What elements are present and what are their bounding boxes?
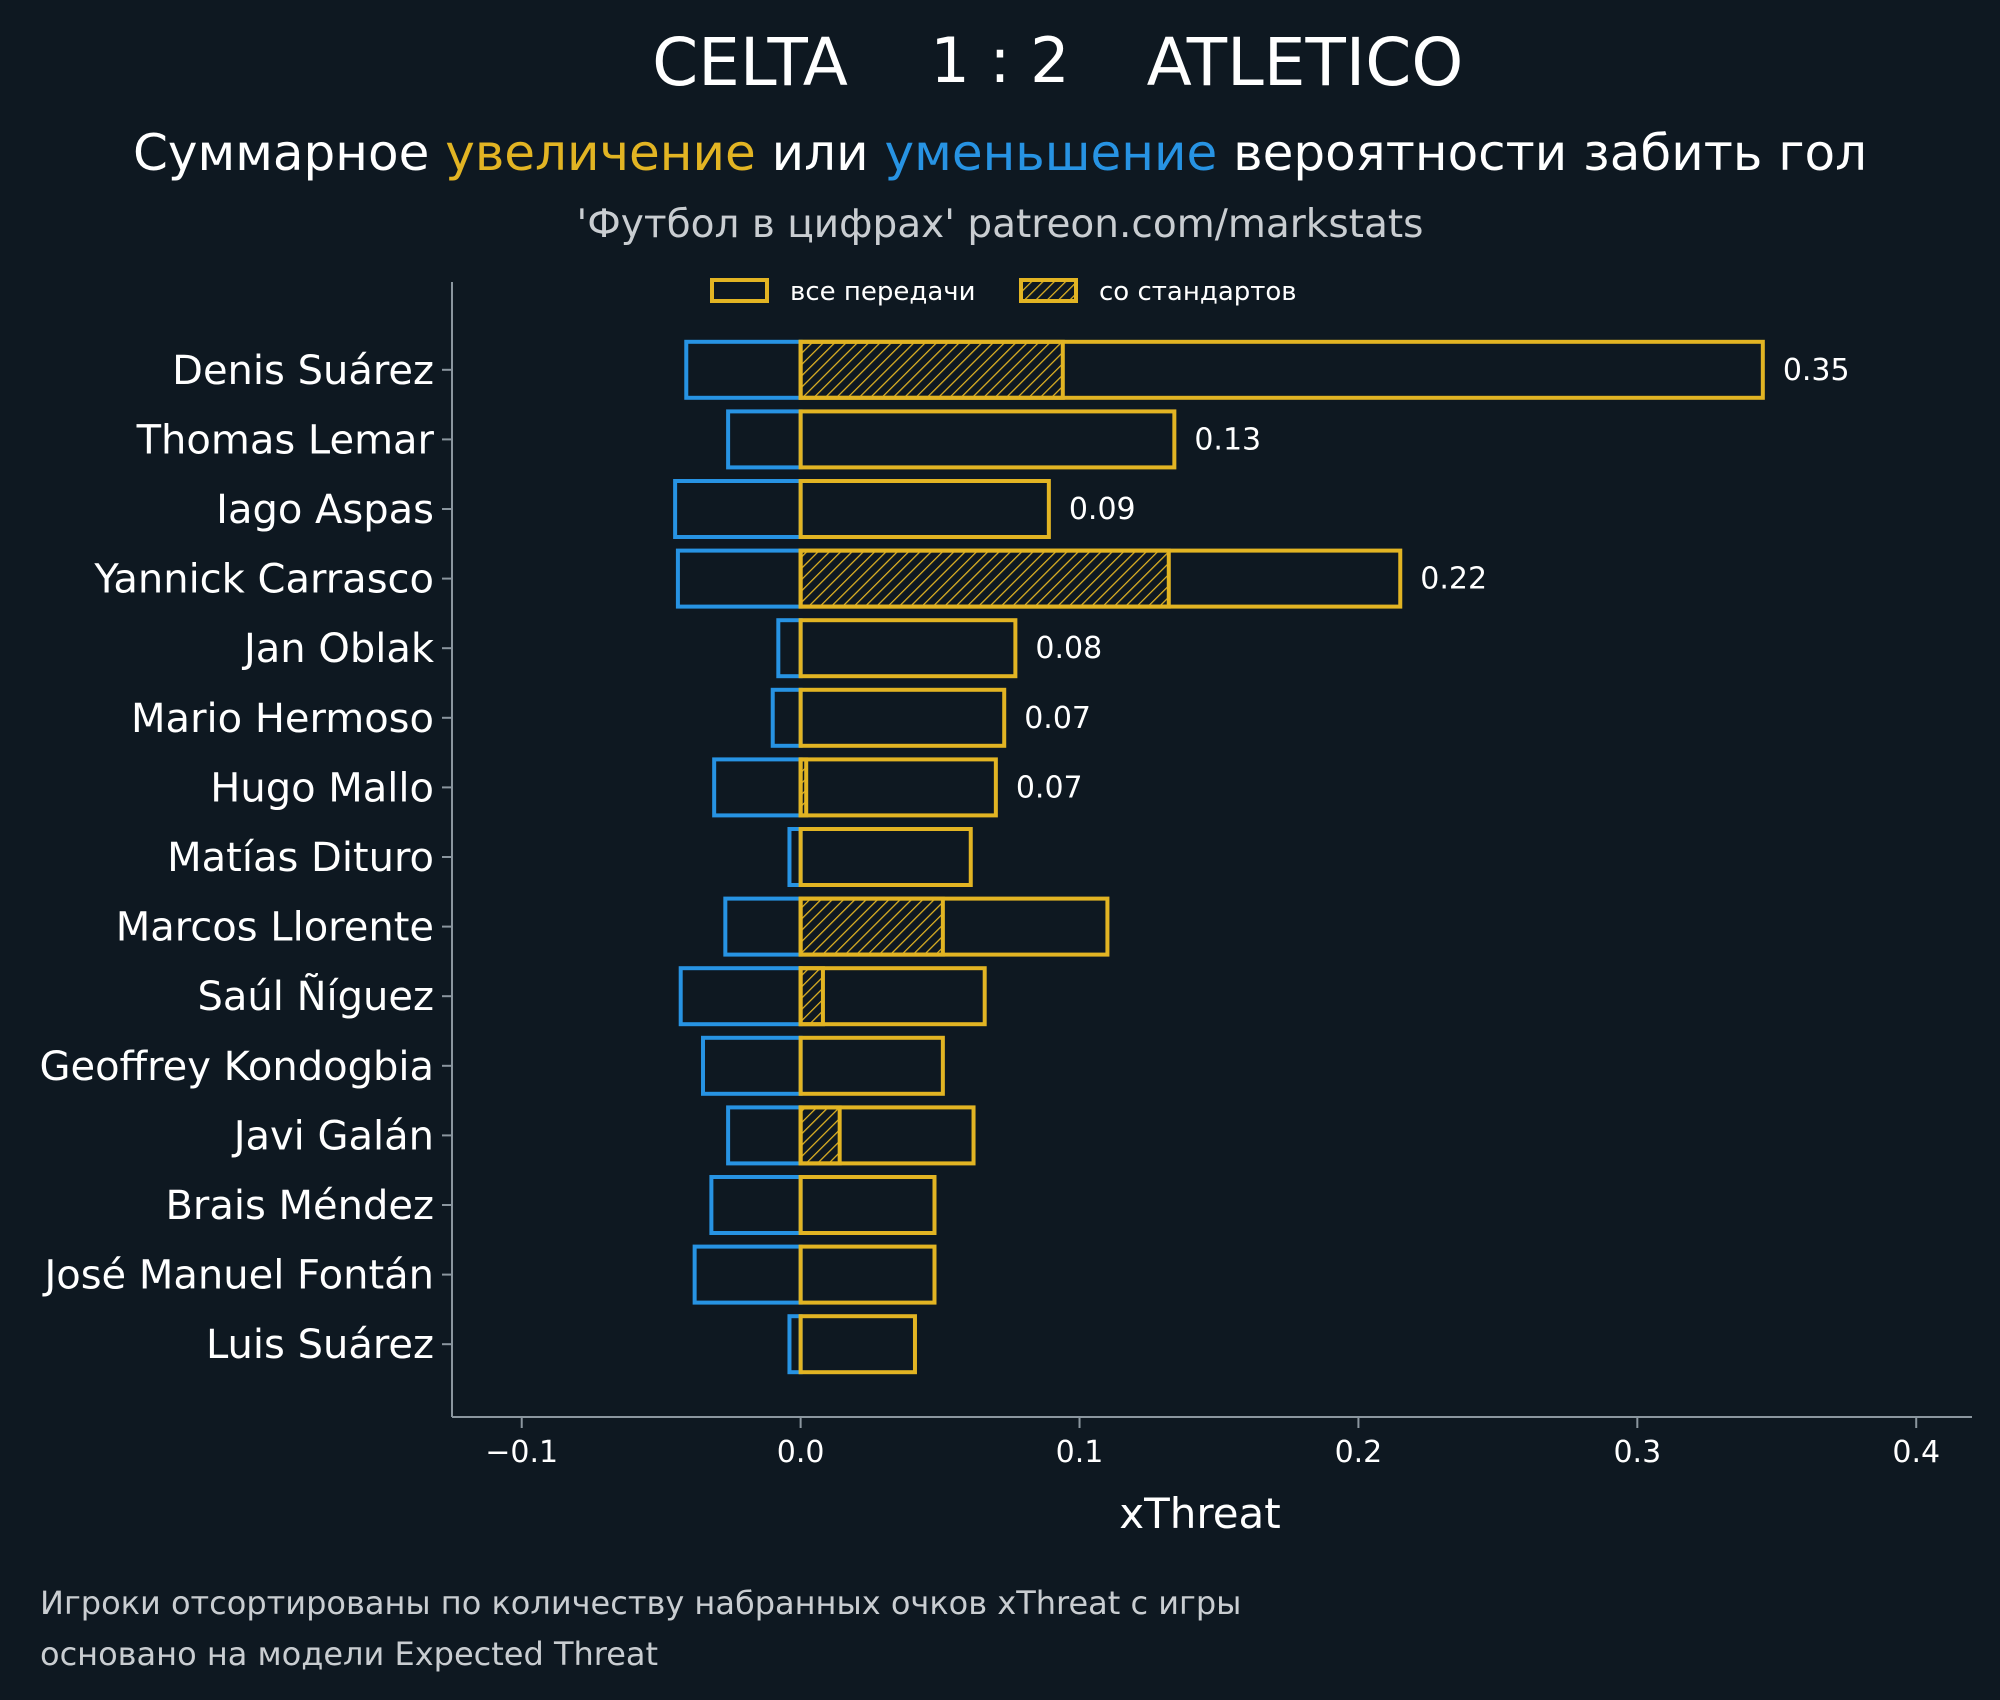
subtitle-part2: или [756, 124, 885, 182]
legend-label-set-pieces: со стандартов [1099, 277, 1297, 307]
bar-increase [798, 896, 1110, 957]
x-tick-label: 0.3 [1613, 1435, 1661, 1470]
y-tick-label: Luis Suárez [206, 1322, 434, 1368]
bars-layer [673, 339, 1765, 1375]
footnote-model: основано на модели Expected Threat [40, 1635, 658, 1673]
bar-increase [798, 1175, 937, 1235]
source-credit: 'Футбол в цифрах' patreon.com/markstats [577, 202, 1424, 247]
bar-decrease [678, 966, 803, 1027]
bar-decrease [675, 548, 803, 609]
value-label: 0.13 [1194, 422, 1261, 457]
y-tick-label: Jan Oblak [241, 626, 435, 672]
bar-increase [798, 409, 1177, 470]
footnote-sorting: Игроки отсортированы по количеству набра… [40, 1584, 1241, 1622]
bar-decrease [723, 896, 803, 957]
y-tick-label: Geoffrey Kondogbia [39, 1044, 434, 1090]
bar-decrease [712, 757, 803, 818]
y-tick-label: Brais Méndez [165, 1183, 434, 1229]
subtitle-increase-word: увеличение [445, 124, 756, 182]
value-label: 0.07 [1016, 770, 1083, 805]
y-tick-label: Yannick Carrasco [93, 557, 434, 603]
chart-subtitle: Суммарное увеличение или уменьшение веро… [133, 124, 1867, 182]
bar-decrease [692, 1244, 803, 1305]
x-axis-label: xThreat [1119, 1489, 1281, 1538]
bar-increase [798, 479, 1051, 539]
legend-swatch-all-passes [710, 278, 769, 303]
value-label: 0.09 [1069, 492, 1136, 527]
bar-set-pieces [798, 966, 825, 1027]
y-tick-label: Javi Galán [231, 1113, 434, 1159]
x-tick-label: 0.2 [1335, 1435, 1383, 1470]
x-tick-label: 0.1 [1056, 1435, 1104, 1470]
x-tick-label: 0.4 [1892, 1435, 1940, 1470]
bar-increase [798, 548, 1403, 609]
y-tick-label: Thomas Lemar [136, 417, 435, 463]
bar-set-pieces [798, 1105, 842, 1166]
bar-increase [798, 687, 1007, 748]
bar-increase [798, 339, 1765, 400]
value-label: 0.08 [1035, 631, 1102, 666]
bar-set-pieces [798, 548, 1171, 609]
x-tick-label: −0.1 [485, 1435, 558, 1470]
y-tick-label: Denis Suárez [172, 348, 434, 394]
match-title-away: ATLETICO [1147, 24, 1464, 101]
match-score: 1 : 2 [930, 24, 1069, 97]
legend: все передачи со стандартов [710, 277, 1297, 307]
y-tick-label: Mario Hermoso [131, 696, 434, 742]
bar-increase [798, 1105, 976, 1166]
value-labels: 0.35 0.13 0.09 0.22 0.08 0.07 0.07 [1016, 353, 1850, 806]
y-tick-label: Hugo Mallo [210, 765, 434, 811]
x-tick-label: 0.0 [777, 1435, 825, 1470]
bar-set-pieces [798, 339, 1065, 400]
bar-increase [798, 757, 998, 818]
bar-increase [798, 966, 987, 1027]
y-tick-label: Saúl Ñíguez [198, 972, 434, 1020]
bar-increase [798, 618, 1018, 679]
legend-label-all-passes: все передачи [790, 277, 976, 307]
bar-increase [798, 1035, 945, 1096]
value-label: 0.22 [1420, 562, 1487, 597]
value-label: 0.35 [1783, 353, 1850, 388]
bar-increase [798, 1244, 937, 1305]
match-title-home: CELTA [652, 24, 848, 101]
bar-decrease [726, 1105, 803, 1166]
bar-decrease [770, 687, 803, 748]
y-tick-label: Matías Dituro [167, 835, 434, 881]
bar-decrease [684, 339, 803, 400]
subtitle-part3: вероятности забить гол [1217, 124, 1867, 182]
bar-increase [798, 827, 973, 887]
y-tick-label: Marcos Llorente [116, 905, 434, 951]
bar-decrease [726, 409, 803, 470]
y-axis-ticks: Denis Suárez Thomas Lemar Iago Aspas Yannic… [39, 348, 452, 1368]
legend-swatch-set-pieces [1019, 278, 1078, 303]
y-tick-label: José Manuel Fontán [41, 1253, 434, 1299]
bar-increase [798, 1314, 917, 1375]
y-tick-label: Iago Aspas [216, 487, 434, 533]
subtitle-part1: Суммарное [133, 124, 445, 182]
x-axis-ticks: −0.1 0.0 0.1 0.2 0.3 0.4 [485, 1417, 1940, 1470]
bar-decrease [776, 618, 803, 679]
bar-set-pieces [798, 896, 945, 957]
bar-decrease [673, 479, 803, 539]
value-label: 0.07 [1024, 701, 1091, 736]
subtitle-decrease-word: уменьшение [885, 124, 1218, 182]
bar-decrease [701, 1035, 803, 1096]
bar-decrease [709, 1175, 803, 1235]
